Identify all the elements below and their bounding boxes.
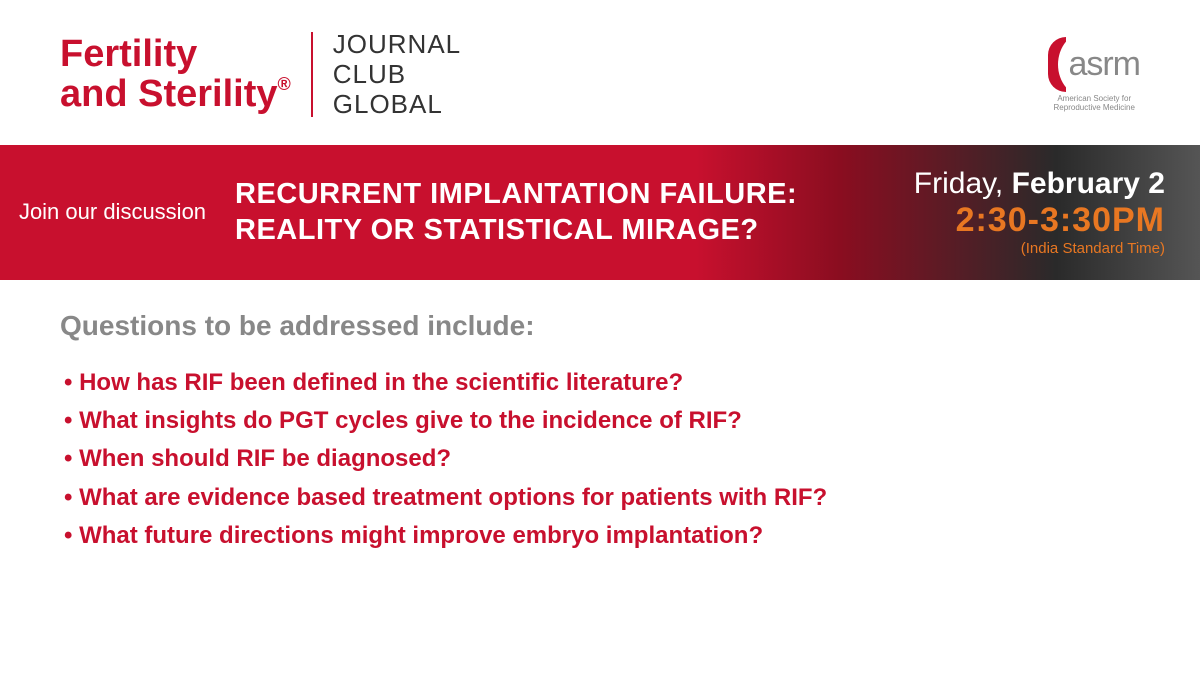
banner-join-text: Join our discussion	[0, 145, 225, 280]
banner-timezone: (India Standard Time)	[1021, 240, 1165, 257]
questions-heading: Questions to be addressed include:	[60, 310, 1140, 342]
fertility-title: Fertility and Sterility®	[60, 35, 291, 115]
brand-divider	[311, 32, 313, 117]
banner-time: 2:30-3:30PM	[956, 201, 1165, 240]
asrm-crescent-icon	[1048, 37, 1066, 92]
brand-line2: and Sterility	[60, 73, 278, 115]
questions-list: How has RIF been defined in the scientif…	[60, 364, 1140, 556]
question-item: What future directions might improve emb…	[60, 517, 1140, 555]
journal-line2: CLUB	[333, 60, 461, 90]
brand-reg: ®	[278, 74, 291, 94]
journal-club-title: JOURNAL CLUB GLOBAL	[333, 30, 461, 120]
journal-line3: GLOBAL	[333, 90, 461, 120]
banner-date: Friday, February 2	[914, 167, 1165, 201]
question-item: When should RIF be diagnosed?	[60, 440, 1140, 478]
asrm-text: asrm	[1068, 45, 1140, 84]
asrm-logo: asrm American Society for Reproductive M…	[1048, 37, 1140, 113]
journal-line1: JOURNAL	[333, 30, 461, 60]
asrm-subtitle: American Society for Reproductive Medici…	[1054, 94, 1135, 113]
banner-title: RECURRENT IMPLANTATION FAILURE: REALITY …	[225, 145, 820, 280]
brand-line1: Fertility	[60, 33, 197, 75]
brand-block: Fertility and Sterility® JOURNAL CLUB GL…	[60, 30, 461, 120]
content-area: Questions to be addressed include: How h…	[0, 280, 1200, 586]
header: Fertility and Sterility® JOURNAL CLUB GL…	[0, 0, 1200, 145]
question-item: What are evidence based treatment option…	[60, 479, 1140, 517]
asrm-mark: asrm	[1048, 37, 1140, 92]
question-item: How has RIF been defined in the scientif…	[60, 364, 1140, 402]
banner-datetime: Friday, February 2 2:30-3:30PM (India St…	[820, 145, 1200, 280]
event-banner: Join our discussion RECURRENT IMPLANTATI…	[0, 145, 1200, 280]
question-item: What insights do PGT cycles give to the …	[60, 402, 1140, 440]
